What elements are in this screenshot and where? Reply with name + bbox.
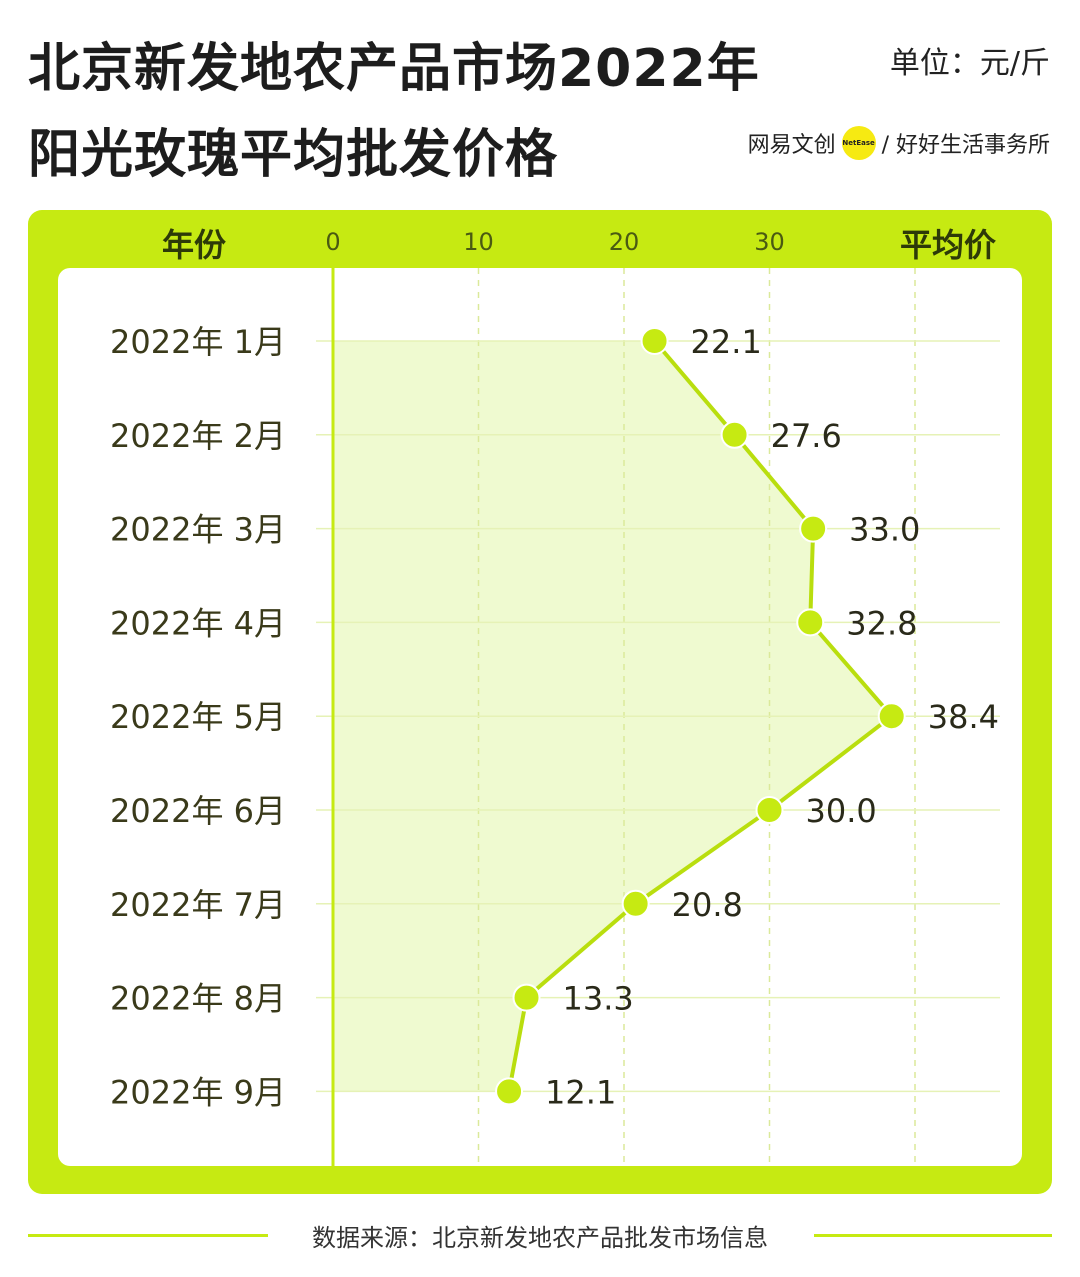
x-tick-label: 10 [463, 228, 494, 256]
category-label: 2022年 4月 [110, 604, 286, 642]
data-point [495, 1077, 524, 1106]
x-tick-label: 30 [754, 228, 785, 256]
footer-divider-right [814, 1234, 1052, 1237]
unit-label: 单位：元/斤 [889, 46, 1050, 81]
brand-left-text: 网易文创 [747, 133, 836, 158]
value-axis-label: 平均价 [900, 226, 997, 264]
category-label: 2022年 8月 [110, 980, 286, 1018]
data-label: 27.6 [771, 417, 842, 455]
brand-badge-icon: NetEase [841, 126, 876, 160]
category-label: 2022年 7月 [110, 886, 286, 924]
data-label: 20.8 [672, 886, 743, 924]
data-point [799, 514, 828, 543]
data-point [512, 983, 541, 1012]
page-title-line-1: 北京新发地农产品市场2022年 [28, 39, 760, 99]
category-axis-label: 年份 [162, 226, 227, 264]
category-label: 2022年 3月 [110, 511, 286, 549]
data-point [877, 702, 906, 731]
category-label: 2022年 6月 [110, 792, 286, 830]
footer-divider-left [28, 1234, 268, 1237]
data-source: 数据来源：北京新发地农产品批发市场信息 [312, 1224, 768, 1252]
data-label: 30.0 [806, 792, 877, 830]
category-label: 2022年 9月 [110, 1073, 286, 1111]
data-label: 12.1 [545, 1073, 616, 1111]
data-label: 33.0 [849, 511, 920, 549]
data-label: 32.8 [846, 604, 917, 642]
data-point [640, 327, 669, 355]
category-label: 2022年 1月 [110, 323, 286, 361]
page-title-line-2: 阳光玫瑰平均批发价格 [28, 125, 559, 185]
data-label: 22.1 [691, 323, 762, 361]
category-label: 2022年 5月 [110, 698, 286, 736]
x-tick-label: 0 [325, 228, 340, 256]
category-label: 2022年 2月 [110, 417, 286, 455]
data-point [796, 608, 825, 637]
data-label: 13.3 [563, 980, 634, 1018]
x-tick-label: 20 [609, 228, 640, 256]
data-label: 38.4 [928, 698, 999, 736]
data-point [720, 420, 749, 449]
brand-right-text: / 好好生活事务所 [881, 133, 1050, 158]
data-point [755, 796, 784, 824]
brand: 网易文创 NetEase / 好好生活事务所 [748, 126, 1050, 160]
data-point [621, 889, 650, 918]
